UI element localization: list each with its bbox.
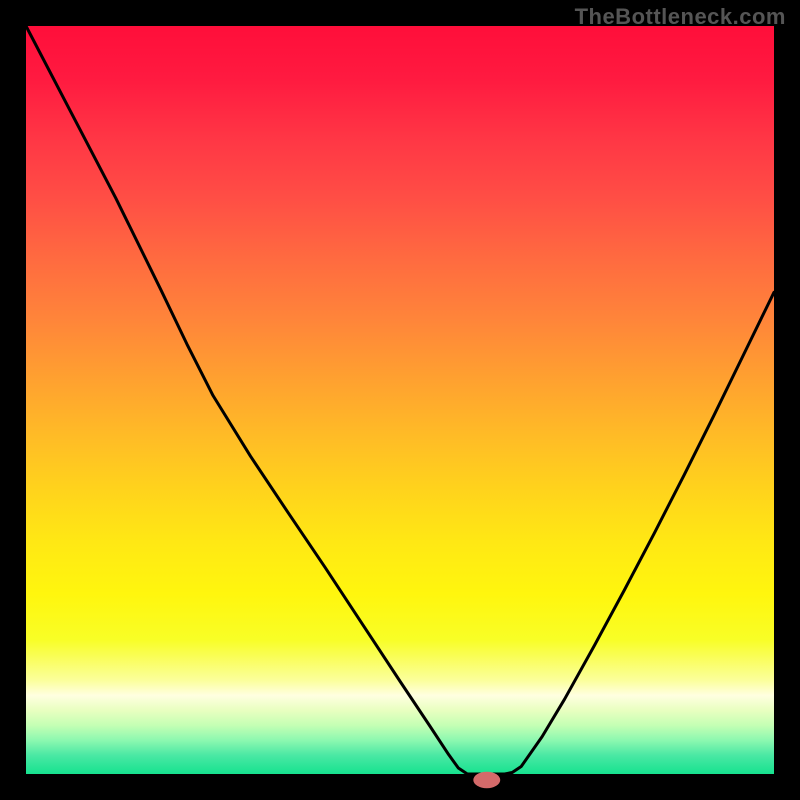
minimum-marker bbox=[473, 772, 500, 788]
chart-frame: TheBottleneck.com bbox=[0, 0, 800, 800]
chart-background bbox=[26, 26, 774, 774]
watermark-text: TheBottleneck.com bbox=[575, 4, 786, 30]
bottleneck-chart bbox=[0, 0, 800, 800]
